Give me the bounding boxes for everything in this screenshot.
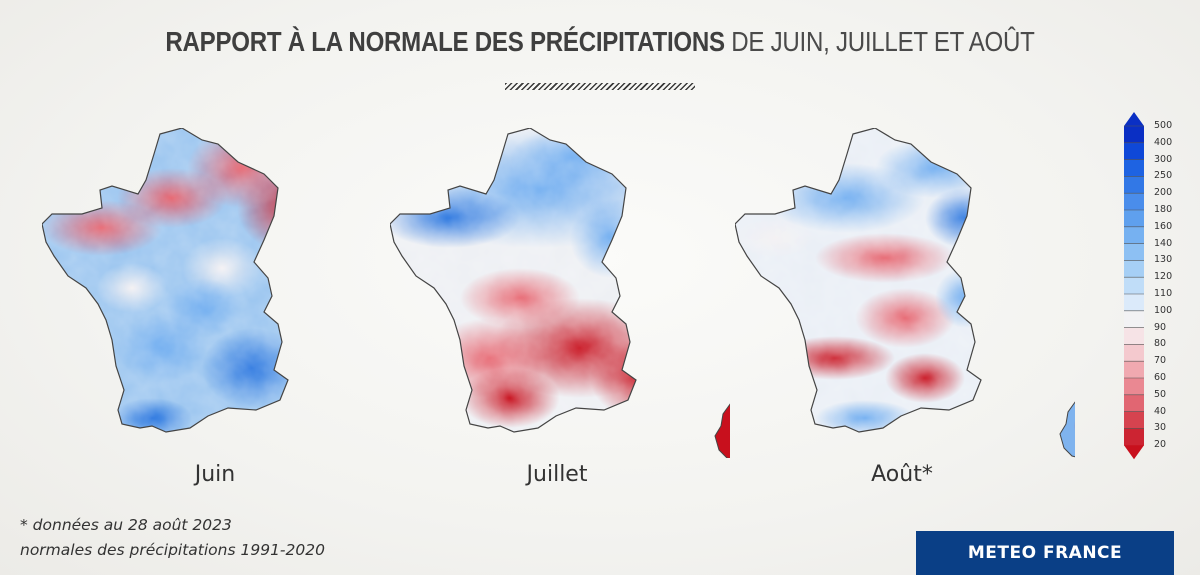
legend-tick-label: 30 <box>1154 422 1167 434</box>
legend-tick-label: 100 <box>1154 304 1173 316</box>
legend-swatch <box>1124 294 1144 312</box>
legend-max-arrow <box>1124 112 1144 126</box>
page-title: RAPPORT À LA NORMALE DES PRÉCIPITATIONS … <box>84 26 1116 58</box>
legend-swatch <box>1124 344 1144 362</box>
legend-swatch <box>1124 260 1144 278</box>
legend-tick-label: 60 <box>1154 372 1167 383</box>
legend-min-arrow <box>1124 445 1144 460</box>
legend-tick-label: 90 <box>1154 321 1167 333</box>
title-light: DE JUIN, JUILLET ET AOÛT <box>731 26 1035 57</box>
legend-swatch <box>1124 277 1144 295</box>
legend-tick-label: 200 <box>1154 187 1173 199</box>
title-bold: RAPPORT À LA NORMALE DES PRÉCIPITATIONS <box>165 26 725 57</box>
meteo-france-logo: METEO FRANCE <box>916 531 1174 575</box>
legend-tick-label: 110 <box>1154 288 1173 299</box>
legend-swatch <box>1124 428 1144 446</box>
footnote-line-2: normales des précipitations 1991-2020 <box>20 541 325 559</box>
legend-colorbar <box>1124 112 1144 460</box>
legend-tick-label: 300 <box>1154 153 1173 165</box>
map-juillet <box>389 127 746 461</box>
legend: 500 400 300 250 200 180 160 140 130 120 110 100 90 80… <box>1120 112 1180 466</box>
legend-tick-label: 80 <box>1154 338 1167 350</box>
legend-tick-label: 120 <box>1154 271 1173 283</box>
legend-swatch <box>1124 176 1144 194</box>
legend-swatch <box>1124 126 1144 144</box>
legend-swatch <box>1124 193 1144 211</box>
legend-tick-label: 180 <box>1154 204 1173 215</box>
legend-tick-label: 140 <box>1154 237 1173 249</box>
legend-tick-label: 130 <box>1154 254 1173 266</box>
map-label-juillet: Juillet <box>526 462 588 487</box>
legend-tick-label: 40 <box>1154 405 1167 417</box>
legend-swatch <box>1124 310 1144 329</box>
legend-swatch <box>1124 327 1144 345</box>
legend-tick-label: 70 <box>1154 355 1167 367</box>
legend-swatch <box>1124 411 1144 429</box>
legend-tick-label: 400 <box>1154 136 1173 148</box>
legend-tick-label: 20 <box>1154 439 1167 451</box>
footnote: * données au 28 août 2023 normales des p… <box>20 513 325 563</box>
legend-swatch <box>1124 394 1144 413</box>
legend-tick-label: 250 <box>1154 170 1173 182</box>
legend-tick-label: 160 <box>1154 220 1173 232</box>
map-label-aout: Août* <box>871 462 933 487</box>
map-label-juin: Juin <box>194 462 236 487</box>
title-divider <box>505 83 695 90</box>
legend-swatch <box>1124 159 1144 177</box>
legend-swatch <box>1124 210 1144 228</box>
map-juin <box>41 127 403 459</box>
legend-tick-label: 50 <box>1154 388 1167 400</box>
legend-swatch <box>1124 243 1144 261</box>
map-aout <box>734 127 1091 459</box>
legend-swatch <box>1124 361 1144 379</box>
legend-tick-label: 500 <box>1154 120 1173 131</box>
legend-swatch <box>1124 378 1144 396</box>
legend-swatch <box>1124 226 1144 245</box>
footnote-line-1: * données au 28 août 2023 <box>20 516 232 534</box>
legend-swatch <box>1124 142 1144 161</box>
